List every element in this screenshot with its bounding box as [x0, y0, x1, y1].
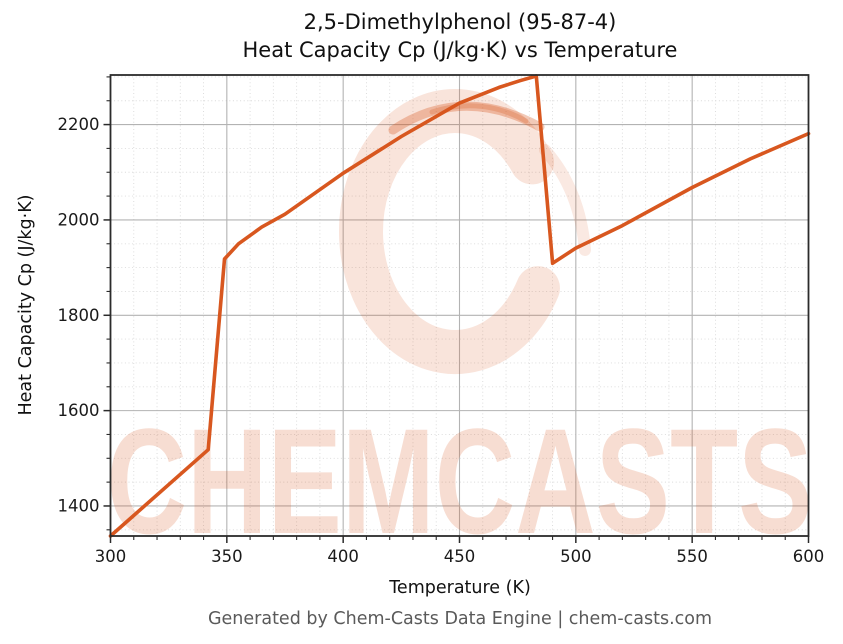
x-tick-label: 350: [211, 547, 243, 566]
y-tick-label: 2000: [58, 210, 100, 229]
chart-title-line2: Heat Capacity Cp (J/kg·K) vs Temperature: [242, 37, 678, 62]
chart-title-line1: 2,5-Dimethylphenol (95-87-4): [303, 10, 617, 34]
logo-top-accent: [388, 101, 545, 135]
x-tick-label: 400: [327, 547, 359, 566]
y-tick-label: 1600: [58, 401, 100, 420]
y-axis-label: Heat Capacity Cp (J/kg·K): [16, 194, 36, 416]
x-tick-label: 500: [560, 547, 592, 566]
x-axis-label: Temperature (K): [389, 578, 531, 598]
y-tick-label: 1800: [58, 306, 100, 325]
x-tick-label: 450: [444, 547, 476, 566]
y-tick-label: 2200: [58, 115, 100, 134]
x-tick-label: 300: [95, 547, 127, 566]
x-tick-label: 550: [676, 547, 708, 566]
footer-caption: Generated by Chem-Casts Data Engine | ch…: [207, 609, 713, 629]
y-tick-label: 1400: [58, 496, 100, 515]
logo-flick-accent: [539, 144, 591, 256]
chart-title: 2,5-Dimethylphenol (95-87-4) Heat Capaci…: [111, 9, 809, 64]
logo-top-accent-2: [429, 103, 529, 124]
data-line: [108, 74, 811, 538]
x-tick-label: 600: [793, 547, 825, 566]
chemcasts-c-ring-logo: [339, 89, 560, 374]
